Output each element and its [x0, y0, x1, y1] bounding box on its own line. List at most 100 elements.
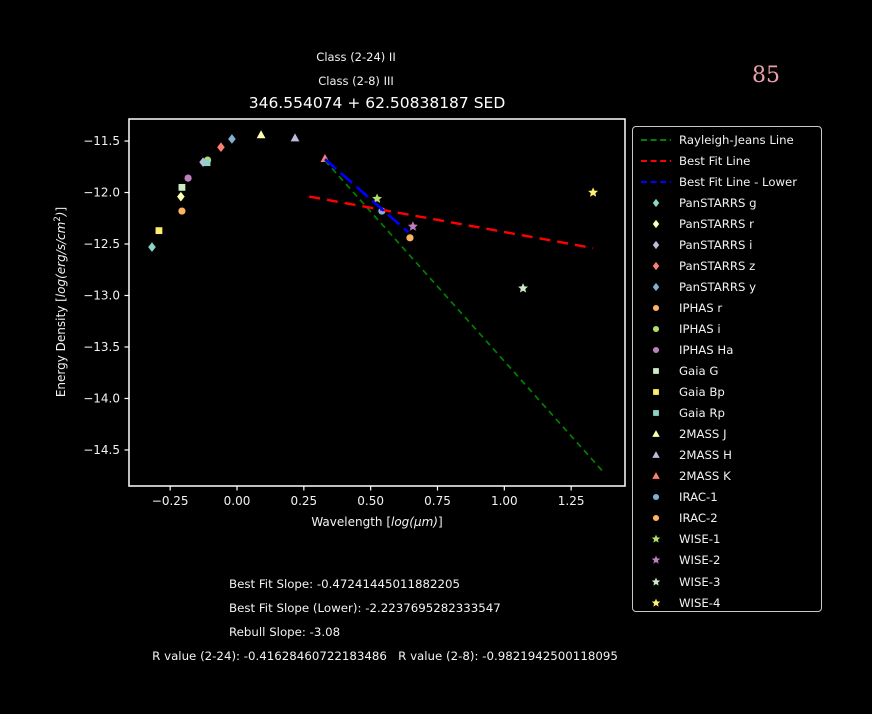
legend-item-panstarrs-z: PanSTARRS z [639, 255, 821, 276]
best-fit-line [308, 195, 594, 250]
y-axis-label-math: log(erg/s/cm [54, 221, 68, 298]
data-point-panstarrs-r [177, 191, 185, 202]
legend-label: 2MASS K [679, 469, 731, 484]
legend: Rayleigh-Jeans Line Best Fit Line Best Fit… [632, 126, 822, 612]
legend-item-wise-1: WISE-1 [639, 529, 821, 550]
legend-diamond-icon [652, 282, 660, 291]
r-values-text: R value (2-24): -0.41628460722183486 R v… [152, 649, 618, 663]
y-tick-label: −14.5 [83, 443, 120, 457]
y-tick-label: −12.5 [83, 237, 120, 251]
legend-star-icon [651, 598, 661, 607]
legend-marker [651, 577, 661, 586]
legend-item-gaia-rp: Gaia Rp [639, 403, 821, 424]
legend-item-panstarrs-g: PanSTARRS g [639, 192, 821, 213]
x-axis-label-prefix: Wavelength [ [311, 515, 392, 529]
legend-item-iphas-ha: IPHAS Ha [639, 339, 821, 360]
legend-label: Gaia G [679, 364, 719, 379]
y-tick-label: −11.5 [83, 134, 120, 148]
legend-item-best-fit-line-lower: Best Fit Line - Lower [639, 171, 821, 192]
legend-label: PanSTARRS y [679, 279, 757, 294]
best-fit-slope-lower-text: Best Fit Slope (Lower): -2.2237695282333… [229, 601, 501, 615]
x-tick-label: 1.25 [558, 494, 585, 508]
legend-item-best-fit-line: Best Fit Line [639, 150, 821, 171]
y-tick-label: −12.0 [83, 186, 120, 200]
legend-dash-sample [641, 138, 671, 141]
legend-item-wise-4: WISE-4 [639, 592, 821, 613]
legend-marker [652, 515, 660, 522]
legend-triangle-icon [652, 472, 660, 480]
legend-item-rayleigh-jeans-line: Rayleigh-Jeans Line [639, 129, 821, 150]
legend-diamond-icon [652, 261, 660, 270]
legend-label: Best Fit Line [679, 153, 751, 168]
legend-item-2mass-k: 2MASS K [639, 466, 821, 487]
legend-marker [651, 556, 661, 565]
x-tick-label: 0.75 [424, 494, 451, 508]
legend-item-irac-2: IRAC-2 [639, 508, 821, 529]
legend-marker [653, 389, 659, 395]
legend-label: WISE-2 [679, 553, 721, 568]
best-fit-line-lower [324, 158, 409, 234]
legend-item-irac-1: IRAC-1 [639, 487, 821, 508]
legend-label: WISE-4 [679, 595, 721, 610]
legend-label: Best Fit Line - Lower [679, 174, 798, 189]
legend-diamond-icon [652, 240, 660, 249]
x-tick-label: 1.00 [491, 494, 518, 508]
data-point-panstarrs-z [217, 142, 225, 153]
y-axis-label-suffix: ] [54, 206, 68, 212]
legend-marker [652, 430, 660, 438]
y-axis-label-math-close: ) [54, 211, 68, 217]
legend-circle-icon [652, 494, 660, 501]
legend-marker [652, 282, 660, 291]
legend-circle-icon [652, 515, 660, 522]
x-tick-label: 0.25 [290, 494, 317, 508]
legend-star-icon [651, 577, 661, 586]
data-point-2mass-h [290, 133, 300, 142]
y-tick-label: −14.0 [83, 392, 120, 406]
data-point-2mass-j [256, 130, 266, 139]
legend-label: Rayleigh-Jeans Line [679, 132, 794, 147]
legend-label: IPHAS i [679, 321, 721, 336]
data-point-wise-1 [372, 193, 383, 203]
legend-dash-sample [641, 159, 671, 162]
y-axis-label: Energy Density [log(erg/s/cm2)] [53, 102, 69, 502]
legend-item-wise-2: WISE-2 [639, 550, 821, 571]
legend-label: PanSTARRS g [679, 195, 757, 210]
legend-item-iphas-i: IPHAS i [639, 318, 821, 339]
legend-label: WISE-1 [679, 532, 721, 547]
legend-circle-icon [652, 346, 660, 354]
rayleigh-jeans-line [324, 160, 604, 473]
legend-label: PanSTARRS r [679, 216, 754, 231]
legend-marker [652, 325, 660, 332]
legend-item-wise-3: WISE-3 [639, 571, 821, 592]
legend-label: 2MASS J [679, 427, 727, 442]
legend-marker [652, 240, 660, 249]
legend-diamond-icon [652, 219, 660, 228]
legend-item-2mass-j: 2MASS J [639, 424, 821, 445]
legend-item-panstarrs-i: PanSTARRS i [639, 234, 821, 255]
legend-square-icon [653, 389, 659, 395]
legend-marker [652, 261, 660, 270]
x-tick-label: −0.25 [152, 494, 189, 508]
legend-label: IRAC-2 [679, 511, 718, 526]
legend-label: PanSTARRS z [679, 258, 756, 273]
data-point-gaia-bp [155, 227, 163, 235]
legend-label: Gaia Rp [679, 406, 725, 421]
legend-item-panstarrs-y: PanSTARRS y [639, 276, 821, 297]
best-fit-slope-text: Best Fit Slope: -0.47241445011882205 [229, 577, 461, 591]
x-tick-label: 0.00 [224, 494, 251, 508]
page-number: 85 [752, 63, 780, 88]
legend-label: IPHAS Ha [679, 342, 734, 357]
legend-marker [652, 198, 660, 207]
legend-marker [652, 494, 660, 501]
legend-label: PanSTARRS i [679, 237, 753, 252]
legend-star-icon [651, 534, 661, 543]
data-point-gaia-rp [203, 159, 211, 167]
data-point-panstarrs-y [228, 134, 236, 144]
legend-marker [653, 368, 659, 374]
x-axis-label: Wavelength [log(μm)] [311, 515, 442, 529]
y-axis-label-exponent: 2 [53, 216, 63, 222]
data-point-wise-4 [588, 187, 599, 197]
legend-item-panstarrs-r: PanSTARRS r [639, 213, 821, 234]
